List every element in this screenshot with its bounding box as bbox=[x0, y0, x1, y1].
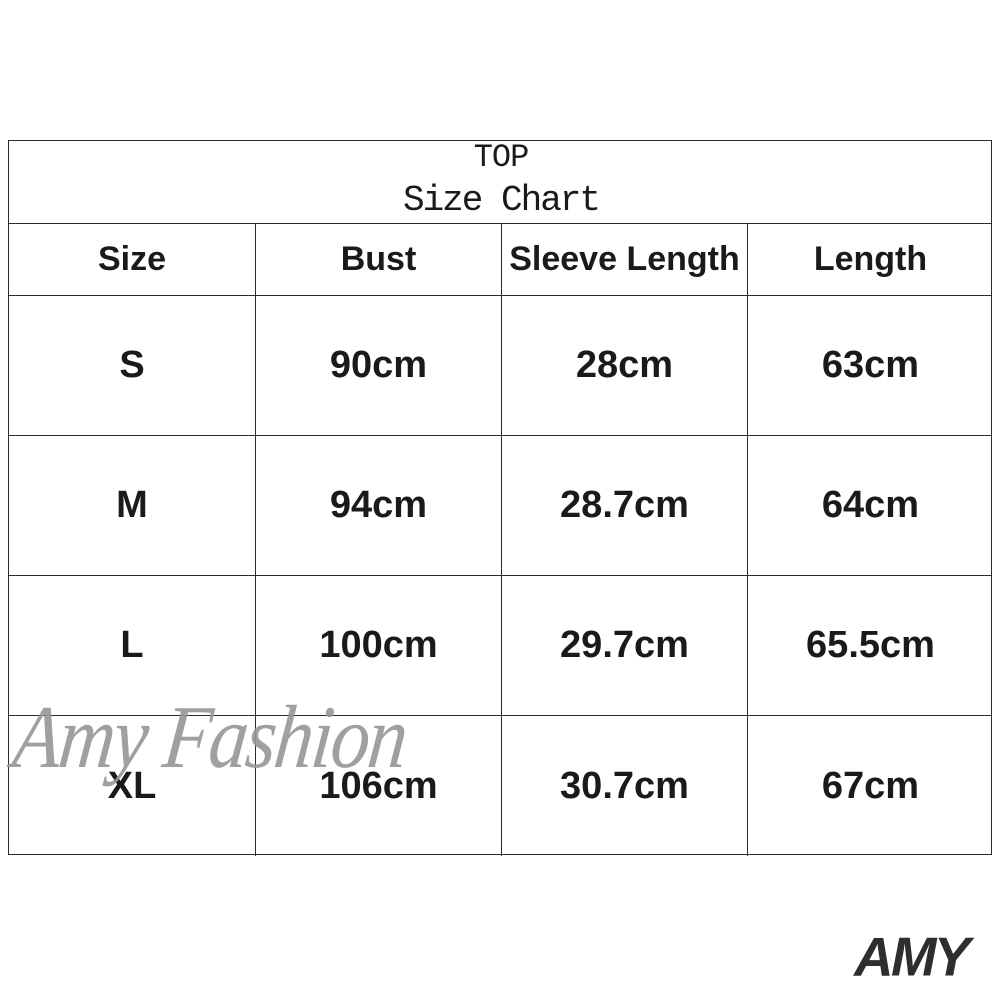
svg-text:AMY: AMY bbox=[852, 926, 975, 985]
